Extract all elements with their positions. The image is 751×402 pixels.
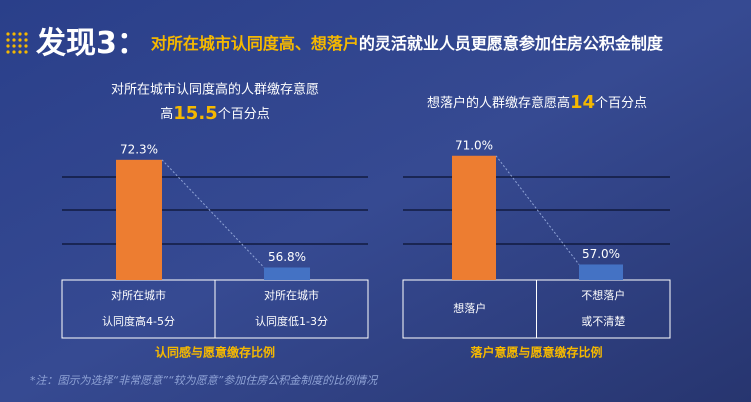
bar [452,155,496,280]
connector [495,155,580,265]
subtitle-lead: 高 [160,106,173,122]
subtitle-tail: 个百分点 [218,107,270,122]
category-label: 对所在城市 [264,288,319,302]
title-rest: 的灵活就业人员更愿意参加住房公积金制度 [359,34,664,53]
value-label: 56.8% [268,250,306,264]
category-label: 不想落户 [581,288,625,302]
title-prefix: 发现3： [35,26,147,61]
chart-caption: 落户意愿与愿意缴存比例 [470,345,602,360]
connector [161,159,265,268]
chart-subtitle-line: 想落户的人群缴存意愿高14个百分点 [427,92,647,113]
value-label: 72.3% [120,142,158,156]
category-label: 认同度低1-3分 [255,314,328,328]
dots-icon [6,32,28,54]
chart-subtitle: 对所在城市认同度高的人群缴存意愿 [111,82,319,98]
category-label: 认同度高4-5分 [102,314,175,328]
category-label: 想落户 [453,301,486,315]
title: 发现3： 对所在城市认同度高、想落户的灵活就业人员更愿意参加住房公积金制度 [35,26,664,61]
bar [116,159,162,280]
bar [264,267,310,280]
subtitle-lead: 想落户的人群缴存意愿高 [427,95,570,111]
subtitle-highlight: 14 [570,92,595,113]
subtitle-tail: 个百分点 [595,96,647,111]
category-label: 对所在城市 [111,288,166,302]
value-label: 57.0% [582,247,620,261]
bar [579,264,623,280]
title-highlight: 对所在城市认同度高、想落户 [151,34,359,53]
note: *注：图示为选择“非常愿意”“较为愿意”参加住房公积金制度的比例情况 [30,374,379,387]
chart-caption: 认同感与愿意缴存比例 [155,345,275,360]
value-label: 71.0% [455,138,493,152]
category-label: 或不清楚 [581,314,625,328]
chart-subtitle-line: 高15.5个百分点 [160,103,269,124]
subtitle-highlight: 15.5 [173,103,217,124]
